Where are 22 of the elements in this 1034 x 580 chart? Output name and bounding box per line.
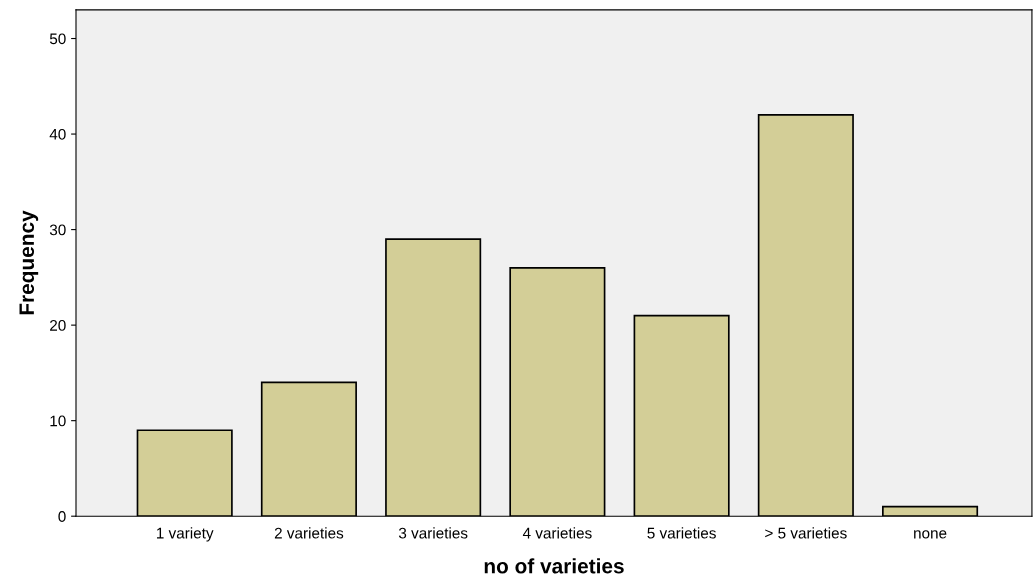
y-tick-label: 0 bbox=[58, 511, 66, 522]
x-tick-label: none bbox=[914, 530, 947, 539]
x-tick-label: 1 variety bbox=[157, 527, 214, 542]
bar bbox=[882, 505, 979, 517]
bar bbox=[136, 429, 233, 517]
bar bbox=[385, 238, 482, 517]
y-tick-label: 20 bbox=[50, 320, 66, 331]
y-tick-label: 10 bbox=[50, 415, 66, 427]
bar bbox=[633, 314, 730, 517]
x-tick-label: 5 varieties bbox=[647, 527, 716, 539]
y-tick-label: 40 bbox=[49, 128, 66, 140]
x-axis-title: no of varieties bbox=[484, 558, 624, 574]
x-tick-label: 2 varieties bbox=[274, 527, 344, 539]
y-axis-title: Frequency bbox=[19, 210, 39, 315]
y-tick-label: 30 bbox=[49, 224, 66, 236]
y-tick-label: 50 bbox=[49, 33, 66, 45]
bar bbox=[509, 266, 606, 517]
x-tick-label: > 5 varieties bbox=[765, 527, 847, 539]
bar bbox=[260, 381, 357, 517]
x-tick-label: 3 varieties bbox=[398, 527, 468, 539]
x-tick-label: 4 varieties bbox=[522, 527, 592, 539]
bar bbox=[757, 114, 854, 517]
